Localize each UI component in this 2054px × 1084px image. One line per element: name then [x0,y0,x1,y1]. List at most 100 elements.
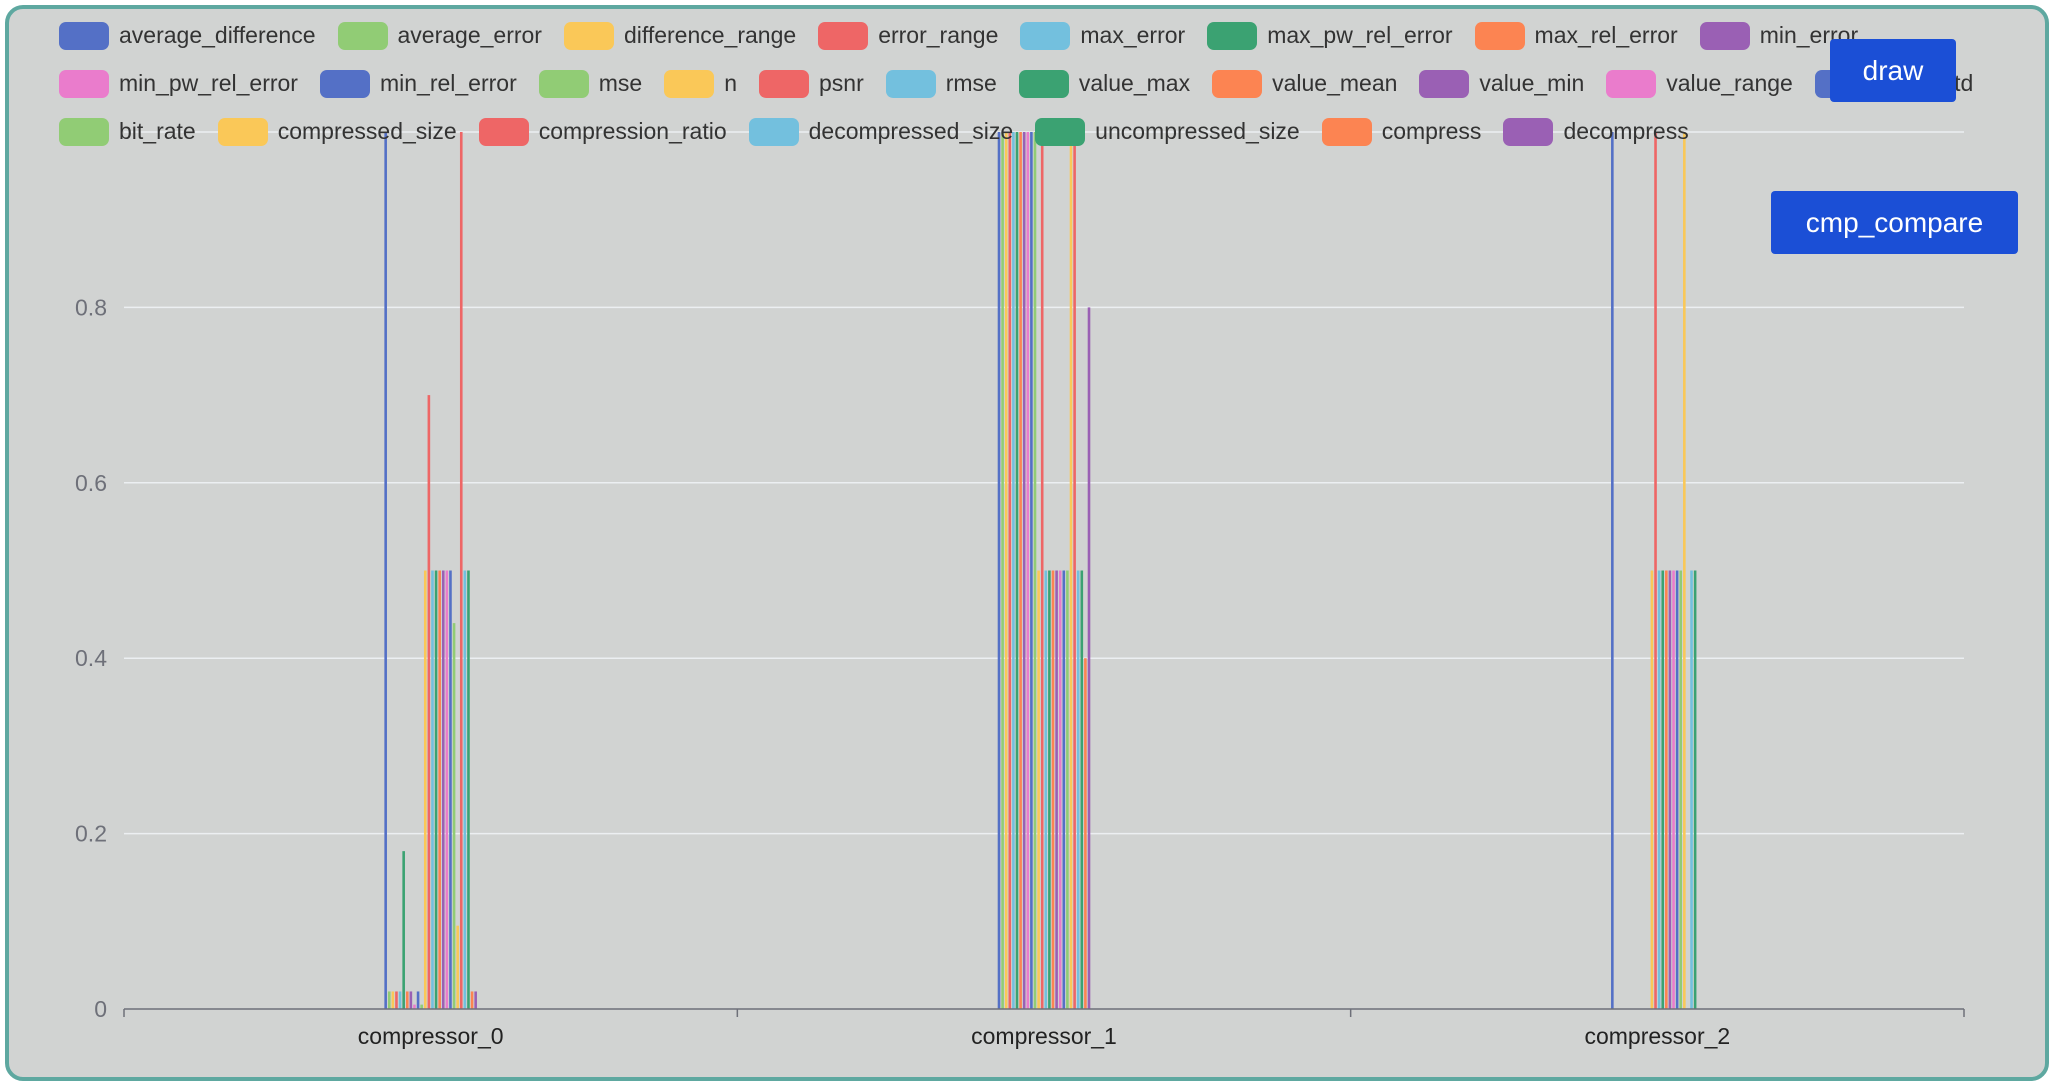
legend-item-value-range[interactable]: value_range [1606,69,1793,98]
bar-n-compressor-1 [1037,570,1040,1009]
legend-label: max_rel_error [1534,22,1678,48]
legend-swatch [664,69,715,98]
legend-item-n[interactable]: n [664,69,737,98]
draw-button[interactable]: draw [1830,39,1956,102]
legend-label: rmse [945,70,997,96]
bar-n-compressor-2 [1650,570,1654,1009]
legend-item-min-rel-error[interactable]: min_rel_error [319,69,517,98]
legend-item-difference-range[interactable]: difference_range [563,21,797,50]
bar-max-pw-rel-error-compressor-0 [402,851,405,1009]
bar-value-min-compressor-2 [1668,570,1672,1009]
legend-swatch [59,69,109,98]
legend-item-decompressed-size[interactable]: decompressed_size [748,117,1014,146]
legend-swatch [1207,21,1258,50]
legend-swatch [1699,21,1750,50]
bar-value-min-compressor-1 [1055,570,1058,1009]
legend-item-value-max[interactable]: value_max [1018,69,1191,98]
legend-item-bit-rate[interactable]: bit_rate [59,117,196,146]
legend-item-min-pw-rel-error[interactable]: min_pw_rel_error [59,69,298,98]
y-tick-label: 0.4 [75,645,107,671]
bar-compression-ratio-compressor-1 [1073,132,1076,1009]
bar-error-range-compressor-1 [1008,132,1012,1009]
y-tick-label: 0.6 [75,470,107,496]
legend-label: compress [1381,118,1482,144]
bar-decompress-compressor-1 [1087,307,1091,1009]
legend-label: uncompressed_size [1095,118,1300,144]
x-category-label: compressor_1 [971,1023,1117,1049]
cmp-compare-button[interactable]: cmp_compare [1771,191,2018,254]
legend-swatch [1474,21,1525,50]
legend-swatch [59,21,109,50]
x-category-label: compressor_0 [358,1023,504,1049]
bar-difference-range-compressor-1 [1004,132,1008,1009]
legend-item-compressed-size[interactable]: compressed_size [217,117,457,146]
legend-swatch [1020,21,1071,50]
legend-item-average-error[interactable]: average_error [337,21,542,50]
y-tick-label: 0.2 [75,821,107,847]
legend-item-rmse[interactable]: rmse [885,69,997,98]
bar-max-rel-error-compressor-0 [405,991,409,1009]
bar-min-error-compressor-1 [1022,132,1026,1009]
bar-value-std-compressor-0 [449,570,452,1009]
legend-label: psnr [818,70,864,96]
y-tick-label: 0 [94,996,107,1022]
legend-item-mse[interactable]: mse [538,69,643,98]
legend-item-max-pw-rel-error[interactable]: max_pw_rel_error [1207,21,1453,50]
bar-bit-rate-compressor-1 [1066,570,1069,1009]
legend-item-error-range[interactable]: error_range [818,21,998,50]
legend: average_difference average_error differenc… [59,21,2019,146]
legend-swatch [59,117,109,146]
bar-average-difference-compressor-1 [997,132,1001,1009]
bar-rmse-compressor-1 [1044,570,1048,1009]
y-tick-label: 0.8 [75,294,107,320]
bar-uncompressed-size-compressor-2 [1693,570,1697,1009]
bar-bit-rate-compressor-0 [452,623,456,1009]
legend-item-max-error[interactable]: max_error [1020,21,1185,50]
bar-compressed-size-compressor-1 [1069,132,1073,1009]
bar-compressed-size-compressor-0 [456,925,459,1009]
bar-min-pw-rel-error-compressor-0 [413,1004,416,1009]
legend-item-max-rel-error[interactable]: max_rel_error [1474,21,1678,50]
bar-value-max-compressor-1 [1048,570,1051,1009]
legend-item-psnr[interactable]: psnr [758,69,864,98]
legend-item-decompress[interactable]: decompress [1503,117,1689,146]
legend-item-average-difference[interactable]: average_difference [59,21,316,50]
legend-swatch [1321,117,1372,146]
bar-value-mean-compressor-2 [1665,570,1668,1009]
bar-decompressed-size-compressor-1 [1076,570,1080,1009]
legend-item-value-mean[interactable]: value_mean [1212,69,1397,98]
legend-label: decompress [1563,118,1689,144]
bar-compression-ratio-compressor-0 [459,132,463,1009]
bar-max-rel-error-compressor-1 [1019,132,1022,1009]
legend-label: max_error [1080,22,1186,48]
bar-uncompressed-size-compressor-0 [467,570,470,1009]
bar-value-min-compressor-0 [441,570,445,1009]
bar-value-range-compressor-1 [1058,570,1062,1009]
legend-label: decompressed_size [808,118,1014,144]
bar-uncompressed-size-compressor-1 [1080,570,1084,1009]
legend-label: compression_ratio [538,118,727,144]
legend-label: difference_range [623,22,797,48]
legend-item-value-min[interactable]: value_min [1419,69,1584,98]
legend-swatch [1212,69,1263,98]
bar-value-mean-compressor-1 [1051,570,1055,1009]
bar-min-pw-rel-error-compressor-1 [1026,132,1030,1009]
bar-average-error-compressor-1 [1001,132,1004,1009]
bar-compressed-size-compressor-2 [1683,132,1686,1009]
bar-value-range-compressor-2 [1672,570,1675,1009]
bar-bit-rate-compressor-2 [1679,570,1683,1009]
bar-decompress-compressor-0 [474,991,477,1009]
legend-item-compression-ratio[interactable]: compression_ratio [478,117,727,146]
legend-label: value_max [1078,70,1191,96]
axes: 0 0.2 0.4 0.6 0.8 compressor_0 compressor_1 com… [75,294,1965,1049]
bar-value-range-compressor-0 [445,570,449,1009]
legend-item-compress[interactable]: compress [1321,117,1482,146]
bar-difference-range-compressor-0 [391,991,395,1009]
legend-item-uncompressed-size[interactable]: uncompressed_size [1035,117,1300,146]
legend-swatch [818,21,869,50]
legend-label: mse [598,70,643,96]
legend-swatch [885,69,936,98]
legend-label: compressed_size [277,118,457,144]
legend-label: value_mean [1272,70,1398,96]
bars [384,132,1697,1010]
